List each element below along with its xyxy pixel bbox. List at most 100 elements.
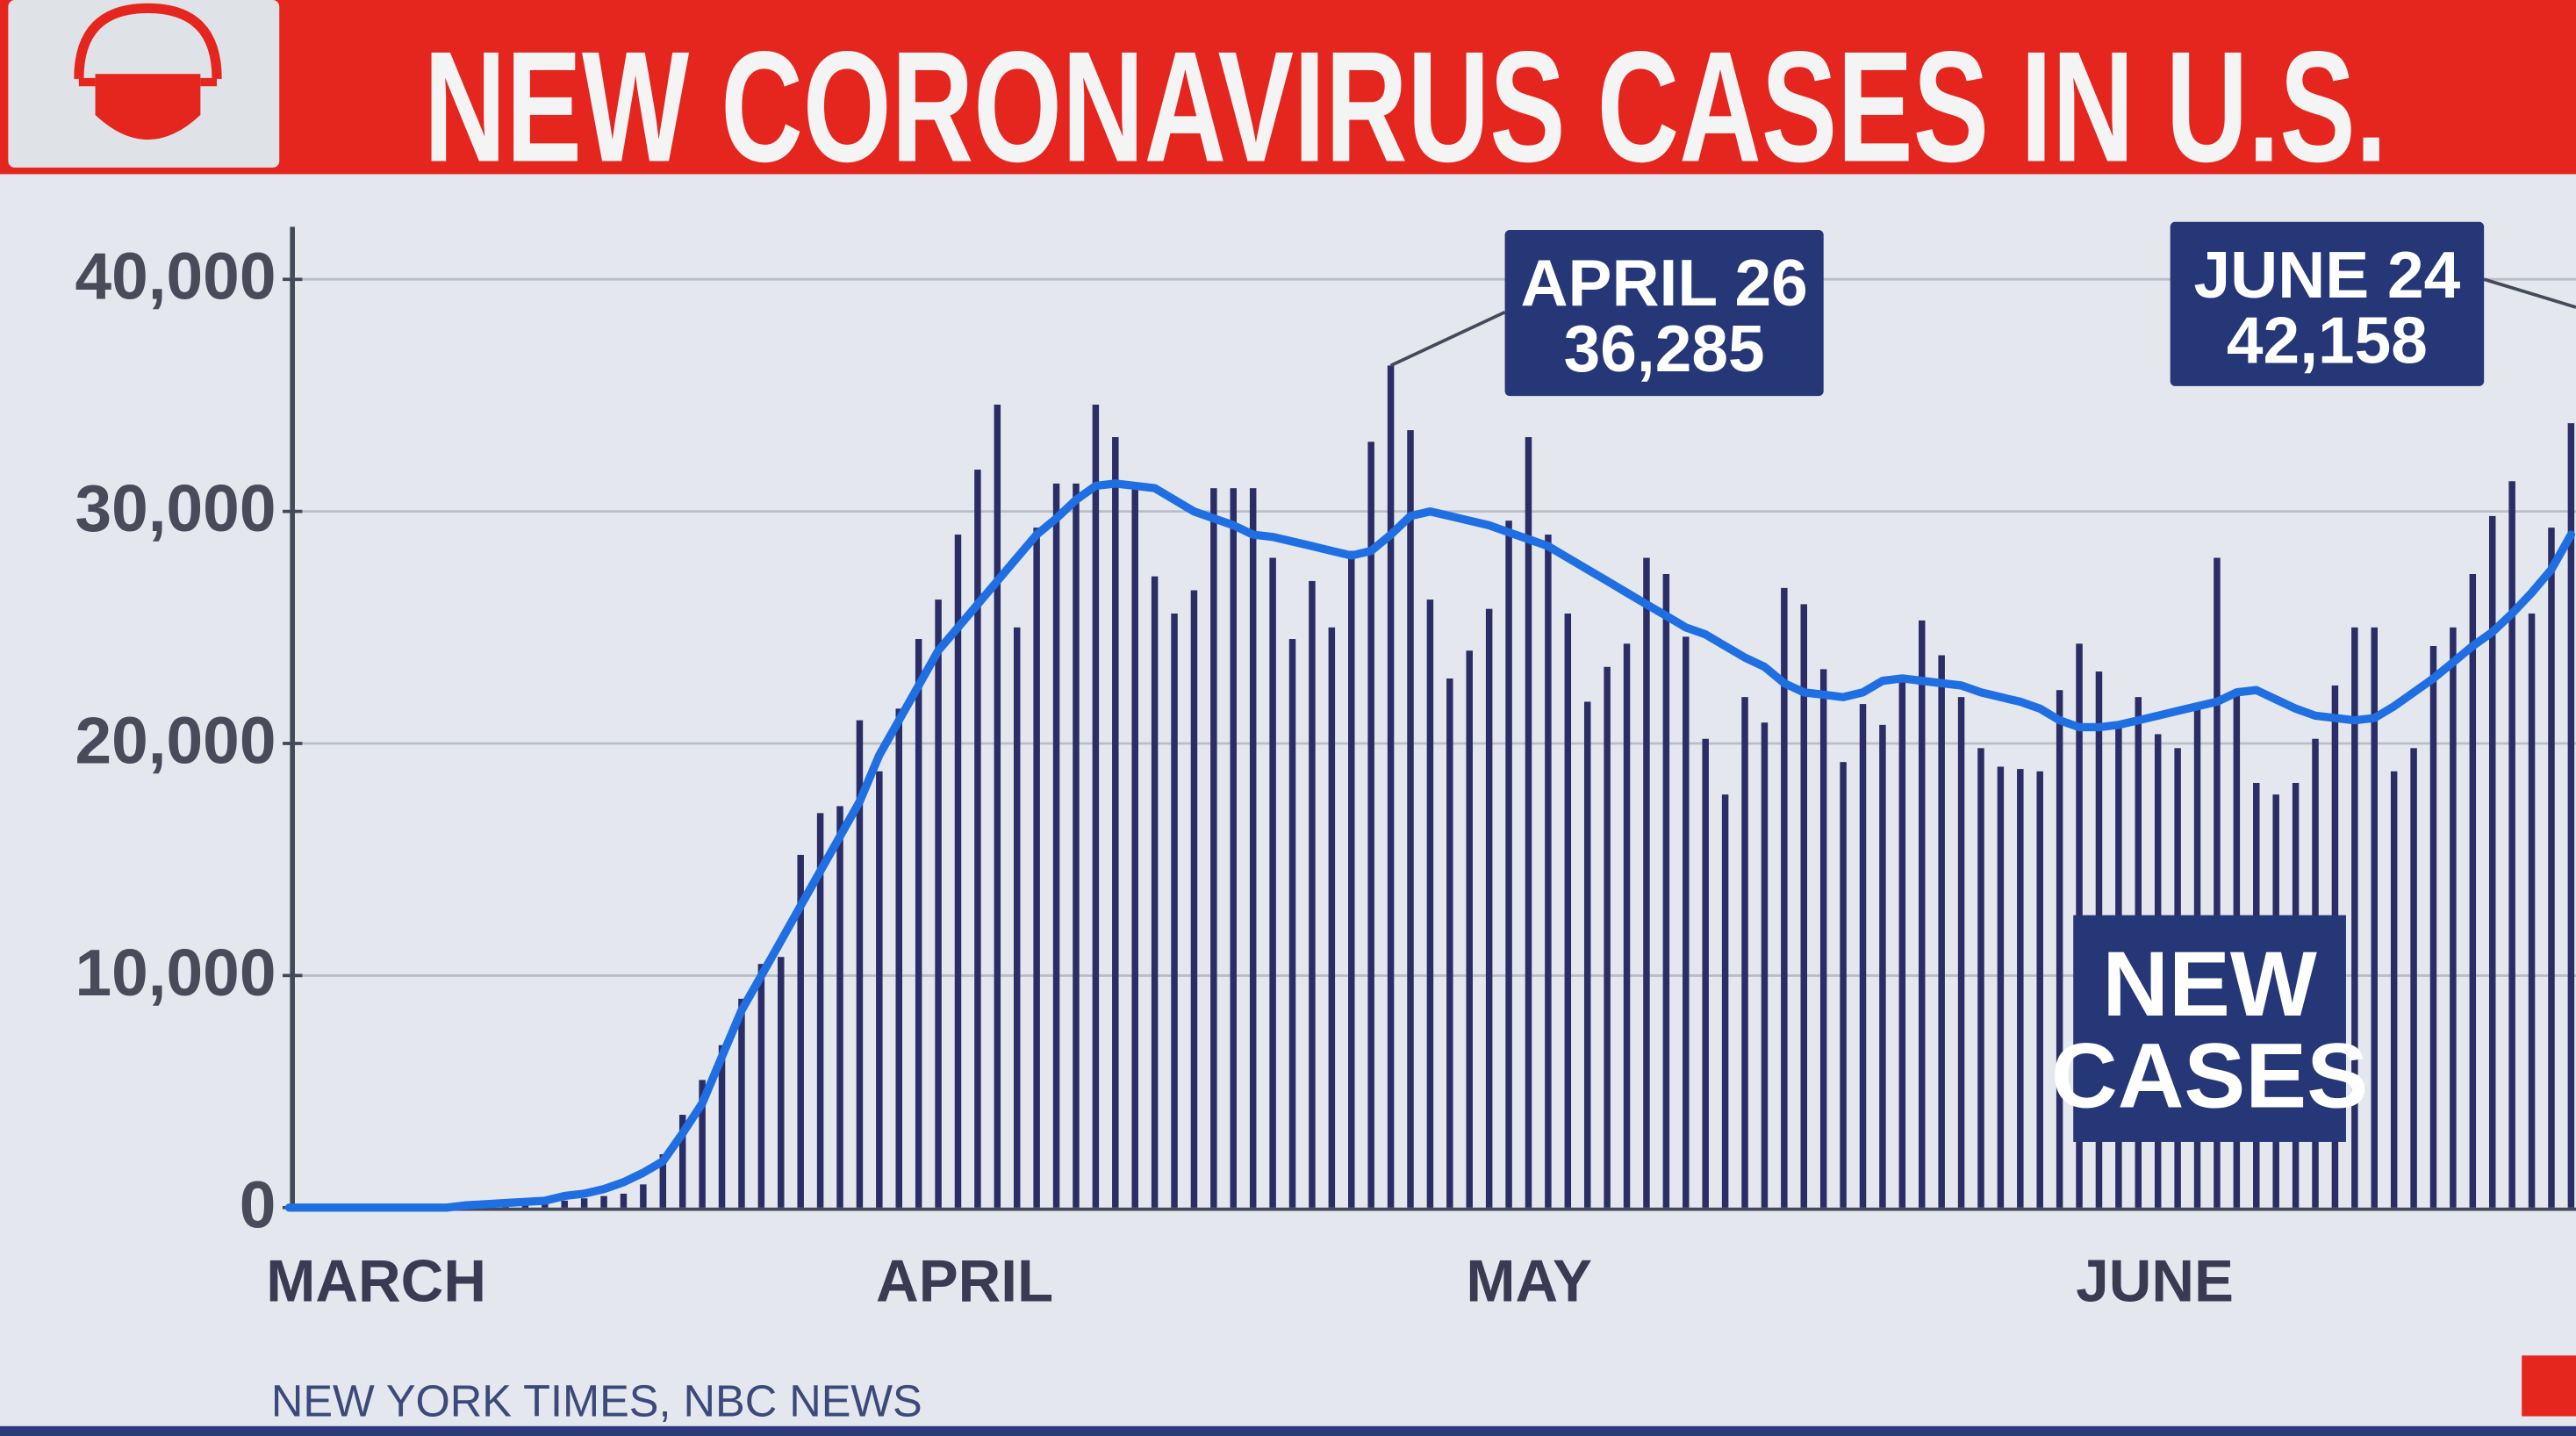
bar xyxy=(856,720,864,1208)
corner-tag xyxy=(2522,1355,2576,1417)
bar xyxy=(1052,483,1060,1208)
bar xyxy=(1859,704,1867,1208)
mask-icon xyxy=(74,3,222,140)
bar xyxy=(1898,676,1906,1208)
y-tick-label: 40,000 xyxy=(75,240,276,313)
title-banner xyxy=(0,0,2576,175)
bar xyxy=(1151,576,1159,1208)
bar xyxy=(836,806,843,1208)
bar xyxy=(2390,771,2398,1208)
y-tick-label: 30,000 xyxy=(75,471,276,545)
annotation-box xyxy=(1504,230,1824,397)
annotation-leader xyxy=(2483,277,2576,309)
bar xyxy=(1643,557,1650,1208)
x-tick-label: APRIL xyxy=(876,1249,1053,1315)
bar xyxy=(1073,483,1080,1208)
bar xyxy=(1505,521,1512,1208)
bar xyxy=(1387,365,1395,1208)
bar xyxy=(1230,488,1238,1208)
bar xyxy=(994,404,1001,1208)
bar xyxy=(2528,613,2536,1208)
bar xyxy=(640,1184,647,1208)
bar xyxy=(1840,762,1847,1208)
bar xyxy=(1977,748,1984,1208)
bar xyxy=(1112,437,1119,1208)
annotation-value: 36,285 xyxy=(1564,312,1765,385)
annotation-box xyxy=(2170,221,2485,386)
bar xyxy=(2056,690,2063,1208)
bar xyxy=(1131,488,1138,1208)
bar xyxy=(620,1193,628,1208)
bar xyxy=(718,1045,726,1208)
bar xyxy=(1564,613,1572,1208)
bar xyxy=(1210,488,1217,1208)
bar xyxy=(1013,627,1021,1208)
bar xyxy=(974,470,981,1208)
bar xyxy=(1525,437,1532,1208)
bar xyxy=(678,1115,686,1208)
bottom-strip xyxy=(0,1425,2576,1436)
bar xyxy=(2567,423,2575,1208)
bar xyxy=(797,854,804,1208)
bar xyxy=(2351,627,2358,1208)
annotation-date: JUNE 24 xyxy=(2194,238,2461,312)
bar xyxy=(1446,678,1453,1208)
bar xyxy=(1781,587,1788,1208)
bar xyxy=(1269,557,1276,1208)
bar xyxy=(1485,608,1493,1208)
bar xyxy=(1623,643,1631,1208)
bar xyxy=(1190,590,1198,1208)
bar xyxy=(1819,669,1827,1208)
bar xyxy=(1957,697,1965,1208)
x-tick-label: JUNE xyxy=(2076,1249,2234,1315)
bar xyxy=(2548,528,2555,1208)
bar xyxy=(1092,404,1100,1208)
bar xyxy=(2429,645,2437,1208)
bar xyxy=(876,771,883,1208)
bar xyxy=(1702,738,1709,1208)
bar xyxy=(561,1200,568,1208)
bar xyxy=(1683,636,1690,1208)
bar xyxy=(2410,748,2417,1208)
annotation-date: APRIL 26 xyxy=(1520,246,1807,320)
bar xyxy=(954,535,962,1208)
bar xyxy=(1604,666,1611,1208)
bar xyxy=(600,1195,607,1208)
annotation-value: 42,158 xyxy=(2227,304,2428,377)
bar xyxy=(1741,697,1748,1208)
source-note: NEW YORK TIMES, NBC NEWS xyxy=(271,1376,922,1426)
y-tick-label: 20,000 xyxy=(75,703,276,777)
x-tick-label: MARCH xyxy=(266,1249,486,1315)
bar xyxy=(1938,655,1945,1208)
bar xyxy=(1466,650,1473,1208)
bar xyxy=(1288,639,1296,1208)
bar xyxy=(935,600,942,1208)
bar xyxy=(2488,515,2496,1208)
bar xyxy=(1328,627,1336,1208)
bar xyxy=(895,708,902,1208)
bar xyxy=(2371,627,2378,1208)
bar xyxy=(2450,627,2457,1208)
bar xyxy=(1367,442,1374,1208)
series-label-box xyxy=(2073,915,2346,1142)
bar xyxy=(1545,535,1552,1208)
bar xyxy=(738,998,745,1208)
series-label: NEW CASES xyxy=(2051,915,2368,1142)
bar xyxy=(1426,600,1434,1208)
bar xyxy=(699,1080,706,1208)
x-tick-label: MAY xyxy=(1466,1249,1592,1315)
bar xyxy=(1662,574,1670,1208)
bar xyxy=(2508,481,2515,1208)
bar xyxy=(2469,574,2477,1208)
series-label-text: NEW CASES xyxy=(2051,933,2368,1128)
bar xyxy=(1171,613,1178,1208)
bar xyxy=(757,964,765,1208)
bar xyxy=(778,957,785,1208)
bar xyxy=(1309,580,1316,1208)
bar xyxy=(915,639,922,1208)
plot-area: 0 10,000 20,000 30,000 40,000 MARCH APRIL MAY JU… xyxy=(75,221,2576,1315)
bar xyxy=(580,1198,588,1208)
